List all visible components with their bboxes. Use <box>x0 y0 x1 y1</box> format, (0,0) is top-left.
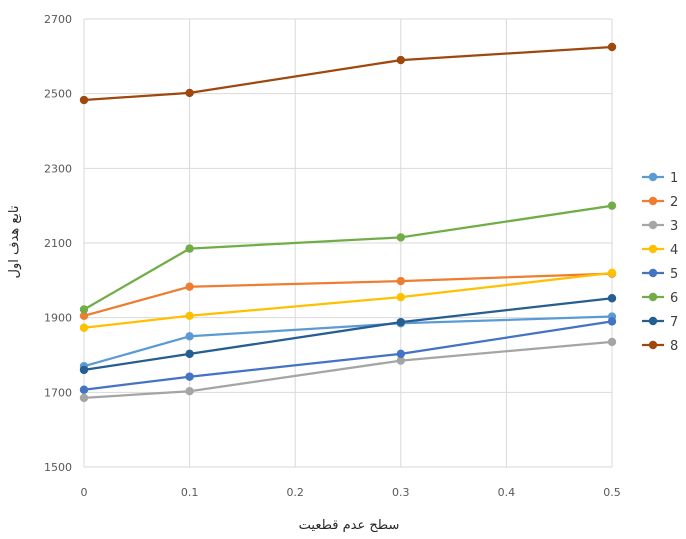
data-point <box>79 365 89 375</box>
x-tick-label: 0 <box>81 486 88 499</box>
series-4 <box>79 268 617 332</box>
y-tick-label: 2500 <box>44 88 72 101</box>
data-point <box>185 311 194 320</box>
series-line <box>83 315 613 368</box>
series-1 <box>79 312 617 371</box>
data-point <box>79 95 89 105</box>
legend-item-3: 3 <box>642 219 678 234</box>
legend-swatch-marker <box>648 172 658 182</box>
data-point <box>185 88 194 98</box>
data-point <box>607 317 617 326</box>
legend: 1 2 3 4 5 6 7 8 <box>642 171 678 354</box>
axes: 1500 1700 1900 2100 2300 2500 2700 0 0.1 0.2 0.3 0.… <box>44 13 621 499</box>
data-point <box>79 323 89 332</box>
legend-item-1: 1 <box>642 171 678 186</box>
y-tick-label: 1900 <box>44 312 72 325</box>
data-point <box>396 356 405 365</box>
legend-swatch-marker <box>648 244 658 254</box>
legend-label: 8 <box>670 339 678 354</box>
legend-item-7: 7 <box>642 315 678 330</box>
data-point <box>396 349 405 359</box>
series-6 <box>79 201 617 314</box>
legend-swatch-marker <box>648 196 658 206</box>
data-point <box>607 268 617 278</box>
series-7 <box>79 294 617 375</box>
series-layer <box>79 42 617 403</box>
data-point <box>396 233 405 242</box>
x-tick-label: 0.1 <box>181 486 199 499</box>
legend-swatch-marker <box>648 340 658 350</box>
data-point <box>79 311 89 320</box>
y-tick-label: 1500 <box>44 461 72 474</box>
data-point <box>607 42 617 52</box>
y-tick-label: 2300 <box>44 162 72 175</box>
data-point <box>185 349 194 359</box>
data-point <box>396 55 405 65</box>
series-2 <box>79 269 617 320</box>
legend-item-5: 5 <box>642 267 678 282</box>
series-line <box>83 45 613 102</box>
data-point <box>396 317 405 327</box>
series-line <box>83 297 613 372</box>
legend-item-8: 8 <box>642 339 678 354</box>
data-point <box>607 337 617 347</box>
data-point <box>607 294 617 303</box>
grid-lines <box>83 18 613 468</box>
series-line <box>83 204 613 311</box>
data-point <box>185 332 194 341</box>
data-point <box>79 385 89 394</box>
x-tick-label: 0.2 <box>286 486 304 499</box>
x-tick-label: 0.3 <box>392 486 410 499</box>
legend-label: 6 <box>670 291 678 306</box>
y-tick-label: 1700 <box>44 386 72 399</box>
legend-label: 2 <box>670 195 678 210</box>
legend-item-2: 2 <box>642 195 678 210</box>
legend-label: 4 <box>670 243 678 258</box>
data-point <box>185 282 194 291</box>
legend-item-4: 4 <box>642 243 678 258</box>
legend-swatch-marker <box>648 268 658 278</box>
y-tick-label: 2100 <box>44 237 72 250</box>
legend-label: 7 <box>670 315 678 330</box>
x-tick-label: 0.5 <box>603 486 621 499</box>
legend-swatch-marker <box>648 316 658 326</box>
legend-swatch-marker <box>648 220 658 230</box>
x-tick-label: 0.4 <box>498 486 516 499</box>
series-5 <box>79 317 617 394</box>
y-tick-label: 2700 <box>44 13 72 26</box>
series-line <box>83 320 613 391</box>
data-point <box>396 292 405 302</box>
y-axis-title: تابع هدف اول <box>7 205 22 278</box>
legend-swatch-marker <box>648 292 658 302</box>
data-point <box>396 276 405 286</box>
data-point <box>185 372 194 381</box>
series-line <box>83 340 613 400</box>
legend-label: 1 <box>670 171 678 186</box>
series-line <box>83 272 613 317</box>
data-point <box>79 393 89 403</box>
series-3 <box>79 337 617 403</box>
data-point <box>185 244 194 253</box>
data-point <box>185 387 194 396</box>
data-point <box>79 305 89 314</box>
legend-label: 5 <box>670 267 678 282</box>
data-point <box>607 201 617 210</box>
series-line <box>83 271 613 329</box>
series-8 <box>79 42 617 105</box>
legend-label: 3 <box>670 219 678 234</box>
legend-item-6: 6 <box>642 291 678 306</box>
x-axis-title: سطح عدم قطعیت <box>299 518 400 533</box>
